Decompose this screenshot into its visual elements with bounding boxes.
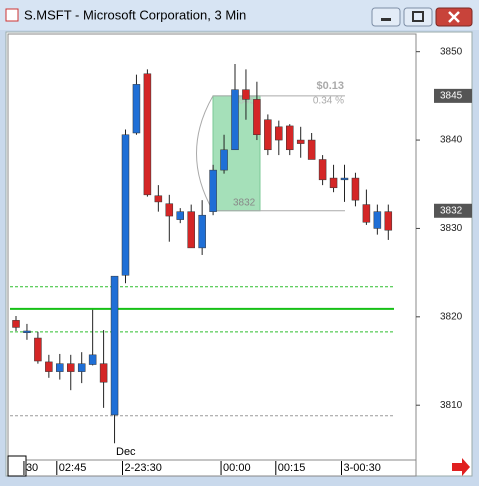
candle-body bbox=[231, 89, 239, 151]
x-tick-label: 2-23:30 bbox=[125, 462, 162, 474]
candle-body bbox=[384, 211, 393, 231]
window-icon bbox=[5, 8, 19, 22]
y-tick-label: 3830 bbox=[440, 223, 463, 234]
y-tick-label: 3840 bbox=[440, 135, 463, 146]
measure-low-label: 3832 bbox=[233, 197, 256, 208]
candle-body bbox=[286, 125, 294, 151]
candle-body bbox=[176, 211, 184, 220]
candle-body bbox=[373, 211, 382, 229]
price-marker-label: 3832 bbox=[440, 205, 463, 216]
measure-high-label: 3845 bbox=[233, 96, 256, 107]
maximize-button[interactable] bbox=[403, 7, 433, 27]
x-tick-label: 02:45 bbox=[59, 462, 87, 474]
candle-body bbox=[165, 203, 174, 217]
maximize-icon bbox=[412, 11, 424, 22]
corner-box bbox=[7, 455, 27, 477]
candle-body bbox=[242, 89, 250, 100]
x-tick-label: 30 bbox=[26, 462, 38, 474]
candle-body bbox=[209, 169, 217, 212]
candle-body bbox=[275, 126, 283, 141]
candle-body bbox=[110, 275, 119, 416]
candle-body bbox=[340, 177, 349, 181]
candle-body bbox=[187, 211, 195, 249]
x-tick-label: 00:15 bbox=[278, 462, 306, 474]
candle-body bbox=[351, 177, 360, 201]
candle-body bbox=[264, 119, 272, 151]
candle-body bbox=[143, 73, 152, 196]
candle-body bbox=[296, 139, 305, 144]
candle-body bbox=[99, 363, 108, 383]
plot: 3845 3832 $0.13 0.34 % 3810 3820 3830 3840 3850 3… bbox=[10, 46, 472, 475]
candle-body bbox=[318, 159, 327, 181]
candle-body bbox=[198, 214, 206, 249]
candle-body bbox=[88, 354, 97, 365]
measure-change: $0.13 bbox=[316, 80, 344, 92]
price-marker bbox=[434, 203, 472, 218]
candle-body bbox=[362, 204, 371, 223]
x-tick-label: 3-00:30 bbox=[344, 462, 381, 474]
scroll-arrow[interactable] bbox=[452, 458, 470, 476]
plot-area bbox=[7, 33, 417, 461]
candle-body bbox=[253, 99, 261, 136]
y-tick-label: 3810 bbox=[440, 400, 463, 411]
candle-body bbox=[307, 139, 316, 160]
price-marker-label: 3845 bbox=[440, 91, 463, 102]
y-tick-label: 3820 bbox=[440, 311, 463, 322]
measure-arc bbox=[196, 95, 214, 212]
candle-body bbox=[23, 330, 31, 333]
close-icon bbox=[448, 11, 460, 23]
candle-body bbox=[45, 361, 53, 372]
candle-body bbox=[34, 337, 42, 362]
annotation: Dec bbox=[116, 446, 136, 458]
candle-body bbox=[132, 84, 141, 134]
y-tick-label: 3850 bbox=[440, 46, 463, 57]
measure-percent: 0.34 % bbox=[313, 96, 344, 107]
candle-body bbox=[56, 363, 64, 372]
minimize-button[interactable] bbox=[371, 7, 401, 27]
candle-body bbox=[121, 134, 130, 276]
price-marker bbox=[434, 88, 472, 103]
minimize-icon bbox=[381, 18, 391, 21]
candle-body bbox=[220, 149, 228, 171]
candle-body bbox=[67, 363, 75, 372]
candle-body bbox=[77, 363, 86, 372]
candle-body bbox=[12, 320, 20, 328]
window-title: S.MSFT - Microsoft Corporation, 3 Min bbox=[24, 7, 246, 22]
candle-body bbox=[329, 177, 338, 189]
candle-body bbox=[154, 195, 163, 203]
x-tick-label: 00:00 bbox=[223, 462, 251, 474]
